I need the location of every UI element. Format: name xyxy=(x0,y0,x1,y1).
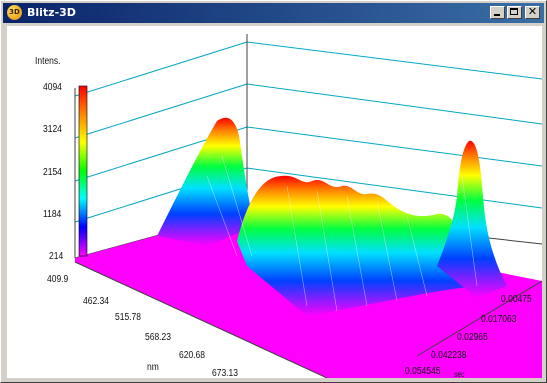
middle-ridge xyxy=(237,175,477,316)
close-button[interactable]: ✕ xyxy=(525,5,540,19)
x-tick-label: 462.34 xyxy=(83,296,110,307)
x-tick-label: 673.13 xyxy=(212,368,239,378)
plot-area[interactable]: Intens. 4094 3124 2154 1184 214 409.9 46… xyxy=(7,26,542,378)
z-tick-label: 214 xyxy=(49,251,64,262)
window-title: Blitz-3D xyxy=(27,6,76,19)
maximize-button[interactable] xyxy=(507,6,522,19)
maximize-icon xyxy=(510,8,518,15)
x-tick-label: 515.78 xyxy=(115,312,142,323)
y-tick-label: 0.02965 xyxy=(457,332,488,343)
x-tick-label: 620.68 xyxy=(179,350,206,361)
y-tick-label: 0.017063 xyxy=(481,314,517,325)
z-axis-title: Intens. xyxy=(35,56,61,67)
y-axis-unit: sec xyxy=(454,370,465,378)
app-icon[interactable]: 3D xyxy=(7,5,22,20)
y-tick-label: 0.054545 xyxy=(405,366,441,377)
y-tick-label: 0.00475 xyxy=(501,294,532,305)
close-icon: ✕ xyxy=(527,5,538,18)
right-peak xyxy=(437,140,507,298)
color-scale-bar xyxy=(78,85,88,257)
minimize-icon xyxy=(494,14,500,16)
app-icon-label: 3D xyxy=(9,8,20,16)
z-tick-label: 2154 xyxy=(43,167,62,178)
z-tick-label: 4094 xyxy=(43,82,62,93)
z-tick-label: 1184 xyxy=(43,209,62,220)
y-tick-label: 0.042238 xyxy=(431,350,467,361)
title-bar[interactable]: 3D Blitz-3D ✕ xyxy=(3,3,544,23)
x-axis-line xyxy=(74,261,328,378)
left-peak xyxy=(157,117,255,246)
x-tick-label: 409.9 xyxy=(47,274,69,285)
mesh-lines xyxy=(206,155,478,312)
x-axis-unit: nm xyxy=(147,362,159,373)
y-axis-line xyxy=(416,280,542,357)
x-tick-label: 568.23 xyxy=(145,332,172,343)
surface-plot xyxy=(74,34,542,378)
minimize-button[interactable] xyxy=(490,6,505,19)
z-tick-label: 3124 xyxy=(43,124,62,135)
